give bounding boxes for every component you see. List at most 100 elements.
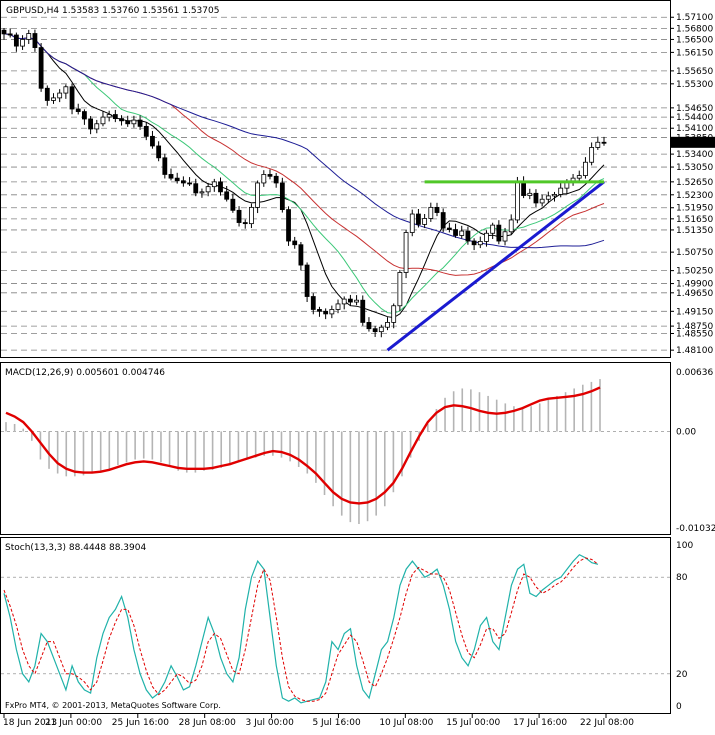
candle-body [218,181,223,193]
candle-body [366,322,372,330]
candle-body [298,244,304,266]
price-level-label: 1.49150 [676,307,713,317]
time-axis-label: 15 Jul 00:00 [446,718,500,728]
candle-body [267,174,273,177]
candle-body [13,34,19,47]
time-axis-label: 28 Jun 08:00 [179,718,236,728]
candle-body [576,175,582,179]
candle-body [317,309,322,312]
price-level-label: 1.49650 [676,289,713,299]
candle-body [1,29,7,35]
ma-green-line [3,33,605,314]
candle-body [119,118,124,122]
candle-body [341,298,347,305]
candle-body [75,108,81,112]
candle-body [69,86,75,110]
candle-body [286,209,291,242]
candle-body [428,206,434,219]
price-level-label: 1.53400 [676,150,713,160]
candle-body [44,87,50,101]
price-level-label: 1.48550 [676,330,713,340]
stoch-axis-label: 20 [676,670,688,680]
candle-body [533,192,539,204]
stoch-signal-line [3,557,599,702]
price-level-label: 1.56800 [676,24,713,34]
candle-body [490,224,496,234]
price-level-label: 1.54650 [676,104,713,114]
candlesticks[interactable] [1,27,607,338]
candle-body [211,181,217,188]
candle-body [552,194,557,197]
ohlc-readout: 1.53583 1.53760 1.53561 1.53705 [62,6,219,16]
candle-body [558,187,564,195]
candle-body [180,180,186,184]
candle-body [385,322,390,328]
candle-body [279,182,285,210]
candle-body [354,299,359,303]
current-price-marker [671,136,715,148]
time-axis-label: 25 Jun 16:00 [112,718,169,728]
stochastic-indicator: 100 80 20 0 [1,541,693,712]
candle-body [434,206,440,213]
candle-body [112,114,118,119]
trendlines[interactable] [386,180,605,352]
candle-body [397,272,403,307]
macd-axis-label: 0.00 [676,427,696,437]
candle-body [508,219,514,233]
stoch-main-line [3,553,599,704]
candle-body [162,157,168,175]
candle-body [545,195,551,200]
candle-body [477,241,483,246]
candle-body [100,116,106,125]
candle-body [224,191,230,200]
candle-body [187,182,192,185]
candle-body [403,232,409,273]
candle-body [63,86,69,94]
candle-body [583,161,588,176]
candle-body [595,141,601,148]
candle-body [199,191,205,194]
candle-body [502,231,508,242]
symbol-header: GBPUSD,H4 [6,6,59,16]
candle-body [484,232,489,242]
stoch-axis-label: 100 [676,541,693,551]
price-level-label: 1.49900 [676,280,713,290]
candle-body [174,177,180,182]
candle-body [249,206,254,225]
candle-body [242,222,248,225]
macd-panel-frame [0,362,671,535]
candle-body [20,39,25,47]
stoch-axis-label: 80 [676,573,688,583]
candle-body [416,213,421,225]
candle-body [205,186,211,193]
candle-body [360,299,366,323]
candle-body [32,33,38,48]
candle-body [88,118,93,130]
candle-body [131,119,137,125]
candle-body [515,181,520,221]
candle-body [459,230,465,236]
candle-body [236,209,242,223]
price-level-grid [1,16,670,351]
candle-body [38,47,44,89]
price-level-label: 1.48100 [676,346,713,356]
price-level-label: 1.56500 [676,35,713,45]
time-axis-label: 18 Jun 2013 [3,718,57,728]
candle-body [7,33,13,36]
candle-body [440,212,446,229]
price-level-label: 1.51350 [676,226,713,236]
ma-blue-line [3,33,605,249]
price-panel-frame [0,0,671,358]
candle-body [372,328,378,333]
candle-body [323,310,329,315]
candle-body [422,218,428,225]
candle-body [82,111,87,120]
price-level-label: 1.54100 [676,124,713,134]
candle-body [329,309,335,315]
candle-body [347,298,353,303]
candle-body [168,174,174,179]
